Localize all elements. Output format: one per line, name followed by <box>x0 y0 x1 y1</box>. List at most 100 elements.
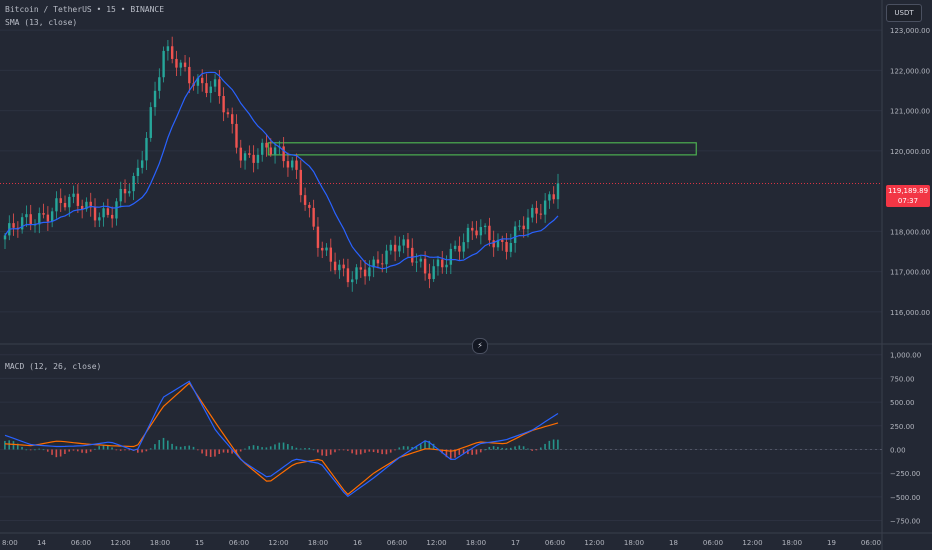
histogram-bar <box>557 439 559 450</box>
zone-rect <box>267 142 697 156</box>
histogram-bar <box>201 449 203 454</box>
price-tick-label: 116,000.00 <box>890 309 930 317</box>
histogram-bar <box>329 449 332 455</box>
time-tick-label: 12:00 <box>268 539 288 547</box>
time-tick-label: 06:00 <box>229 539 249 547</box>
histogram-bar <box>89 449 92 452</box>
candle-body <box>149 107 152 138</box>
resistance-zone <box>267 142 697 156</box>
candle-body <box>402 239 405 246</box>
candle-body <box>226 112 230 115</box>
histogram-bar <box>235 449 238 454</box>
candle-body <box>488 225 491 241</box>
histogram-bar <box>239 449 242 452</box>
histogram-bar <box>458 449 461 455</box>
histogram-bar <box>8 440 10 450</box>
histogram-bar <box>188 445 191 450</box>
candle-body <box>59 198 62 203</box>
candle-body <box>269 147 272 155</box>
time-tick-label: 06:00 <box>71 539 91 547</box>
histogram-bar <box>291 446 293 450</box>
candle-body <box>175 58 178 68</box>
histogram-bar <box>359 449 362 455</box>
currency-unit-button[interactable]: USDT <box>886 4 922 22</box>
histogram-bar <box>218 449 221 454</box>
histogram-bar <box>141 449 143 453</box>
histogram-bar <box>154 444 156 450</box>
candle-body <box>256 154 260 163</box>
candle-body <box>102 208 105 218</box>
candle-body <box>389 244 393 251</box>
histogram-bar <box>145 449 148 452</box>
candle-body <box>381 263 384 265</box>
sma-line <box>4 71 559 270</box>
last-price-tag: 119,189.89 07:37 <box>886 185 930 207</box>
histogram-bar <box>338 449 341 451</box>
macd-legend[interactable]: MACD (12, 26, close) <box>5 362 102 371</box>
time-tick-label: 15 <box>195 539 204 547</box>
candle-body <box>166 46 170 51</box>
histogram-bar <box>16 443 19 450</box>
histogram-bar <box>312 449 315 451</box>
histogram-bar <box>389 449 392 453</box>
histogram-bar <box>497 446 499 450</box>
histogram-bar <box>128 449 131 451</box>
histogram-bar <box>479 449 482 453</box>
candle-body <box>252 154 255 163</box>
candle-body <box>475 230 478 236</box>
candle-body <box>329 247 332 262</box>
candle-body <box>556 183 560 200</box>
histogram-bar <box>166 440 169 450</box>
candle-body <box>222 96 225 113</box>
candle-body <box>282 146 285 162</box>
candle-body <box>213 79 217 87</box>
histogram-bar <box>342 449 345 451</box>
candle-body <box>273 147 277 155</box>
histogram-bar <box>214 449 216 457</box>
macd-lines <box>4 380 559 498</box>
histogram-bar <box>462 449 465 454</box>
candle-body <box>385 250 388 265</box>
histogram-bar <box>539 447 542 450</box>
last-price-value: 119,189.89 <box>887 187 929 195</box>
sma-legend[interactable]: SMA (13, close) <box>5 18 78 27</box>
histogram-bar <box>398 447 401 450</box>
time-tick-label: 14 <box>37 539 46 547</box>
histogram-bar <box>244 448 246 450</box>
candle-body <box>535 207 538 214</box>
time-tick-label: 12:00 <box>426 539 446 547</box>
lightning-icon[interactable]: ⚡ <box>472 338 488 354</box>
candle-body <box>513 226 517 243</box>
time-tick-label: 18:00 <box>782 539 802 547</box>
candle-body <box>522 225 525 230</box>
histogram-bar <box>299 448 302 450</box>
candle-body <box>518 225 521 227</box>
histogram-bar <box>261 447 263 450</box>
candle-body <box>368 267 371 277</box>
candle-body <box>492 240 495 248</box>
histogram-bar <box>544 443 546 450</box>
candle-body <box>153 90 157 108</box>
candle-body <box>355 267 358 280</box>
candle-body <box>55 198 58 212</box>
candle-body <box>179 62 182 68</box>
symbol-name[interactable]: Bitcoin / TetherUS <box>5 5 92 14</box>
candle-body <box>158 77 161 91</box>
candle-body <box>50 211 54 222</box>
interval-label[interactable]: 15 <box>106 5 116 14</box>
time-tick-label: 06:00 <box>703 539 723 547</box>
candle-body <box>42 213 45 215</box>
histogram-bar <box>265 447 268 450</box>
histogram-bar <box>4 440 6 450</box>
candle-body <box>346 268 350 283</box>
histogram-bar <box>368 449 371 452</box>
time-tick-label: 18:00 <box>150 539 170 547</box>
macd-tick-label: 0.00 <box>890 446 906 454</box>
histogram-bar <box>34 449 36 451</box>
histogram-bar <box>321 449 323 456</box>
candle-body <box>128 191 131 194</box>
histogram-bar <box>411 446 413 450</box>
symbol-header[interactable]: Bitcoin / TetherUS • 15 • BINANCE <box>5 5 164 14</box>
candle-body <box>115 201 118 219</box>
